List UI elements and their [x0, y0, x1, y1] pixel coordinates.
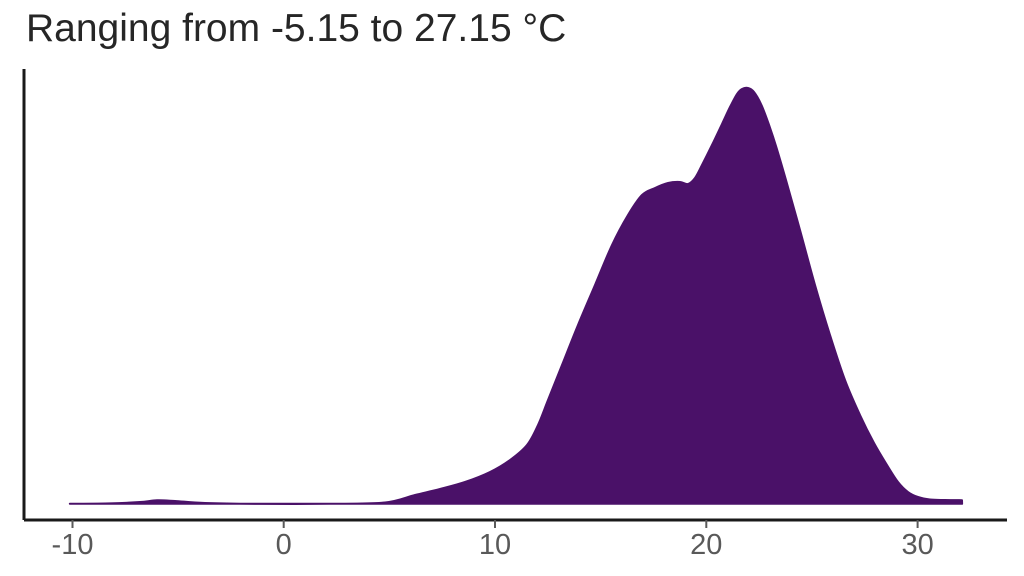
svg-text:-10: -10 [52, 529, 94, 561]
svg-text:10: 10 [479, 529, 511, 561]
svg-text:30: 30 [901, 529, 933, 561]
svg-text:0: 0 [276, 529, 292, 561]
svg-text:20: 20 [690, 529, 722, 561]
